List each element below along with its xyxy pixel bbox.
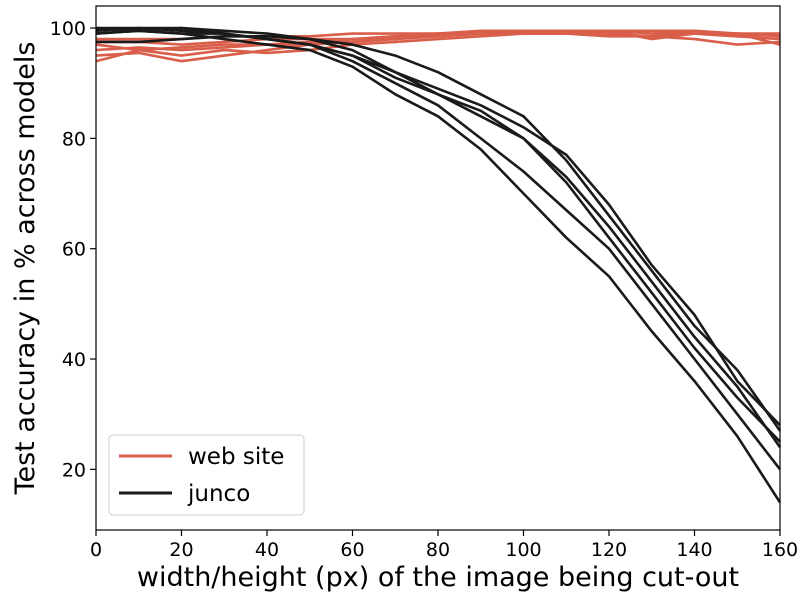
series-line-junco-8 xyxy=(95,29,782,471)
x-tick-label: 140 xyxy=(676,539,712,561)
series-line-junco-11 xyxy=(95,26,782,449)
x-tick-label: 80 xyxy=(426,539,450,561)
legend-label-junco: junco xyxy=(187,481,250,507)
series-line-junco-10 xyxy=(96,34,782,432)
x-tick-label: 0 xyxy=(90,539,102,561)
y-tick-label: 100 xyxy=(50,18,86,40)
x-tick-label: 120 xyxy=(591,539,627,561)
x-tick-label: 40 xyxy=(255,539,279,561)
x-axis: 0 20 40 60 80 100 120 140 160 xyxy=(90,530,798,561)
series-line-junco-7 xyxy=(95,26,781,443)
y-axis: 20 40 60 80 100 xyxy=(50,18,96,481)
y-tick-label: 80 xyxy=(62,128,86,150)
x-tick-label: 60 xyxy=(340,539,364,561)
y-tick-label: 40 xyxy=(62,349,86,371)
legend-label-web-site: web site xyxy=(188,444,284,470)
y-tick-label: 60 xyxy=(62,239,86,261)
series-lines xyxy=(95,26,782,504)
y-tick-label: 20 xyxy=(62,459,86,481)
x-tick-label: 20 xyxy=(169,539,193,561)
y-axis-title: Test accuracy in % across models xyxy=(10,42,41,496)
series-line-web-site-0 xyxy=(95,32,781,63)
series-line-web-site-5 xyxy=(95,29,781,63)
legend: web site junco xyxy=(108,434,305,516)
series-line-junco-9 xyxy=(95,26,782,504)
x-tick-label: 100 xyxy=(505,539,541,561)
x-axis-title: width/height (px) of the image being cut… xyxy=(137,562,739,593)
x-tick-label: 160 xyxy=(762,539,798,561)
series-line-junco-6 xyxy=(96,26,781,427)
